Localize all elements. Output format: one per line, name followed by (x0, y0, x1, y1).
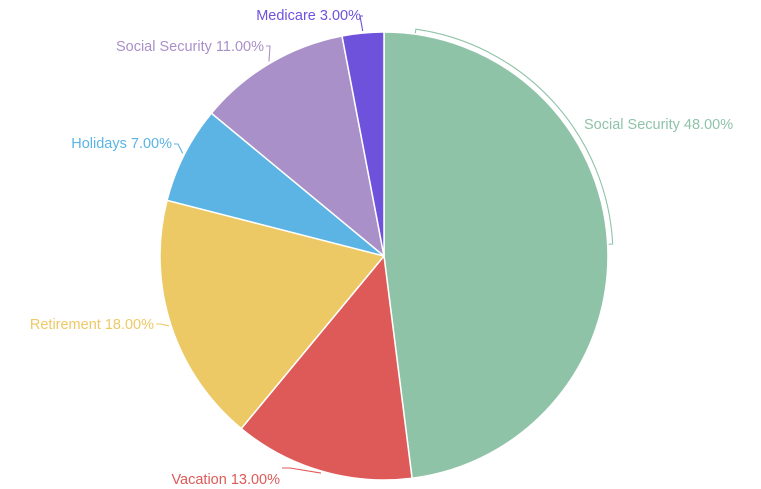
pie-slices (159, 31, 609, 481)
leader-lines (156, 15, 614, 474)
pie-slice (210, 35, 386, 258)
slice-label: Social Security 11.00% (116, 39, 264, 55)
slice-label: Vacation 13.00% (171, 472, 280, 488)
slice-labels: Social Security 48.00% Vacation 13.00% Ret… (30, 8, 733, 488)
leader-line (266, 45, 271, 62)
leader-line (174, 143, 184, 154)
leader-line (156, 323, 170, 327)
slice-label: Holidays 7.00% (71, 136, 172, 152)
slice-label: Retirement 18.00% (30, 317, 154, 333)
leader-line (414, 28, 614, 245)
leader-line (282, 467, 322, 474)
pie-slice (159, 199, 386, 430)
slice-label: Social Security 48.00% (584, 117, 733, 133)
pie-slice (341, 31, 385, 257)
slice-label: Medicare 3.00% (256, 8, 361, 24)
pie-slice (240, 254, 413, 481)
leader-line (359, 15, 364, 32)
pie-slice (383, 31, 609, 480)
